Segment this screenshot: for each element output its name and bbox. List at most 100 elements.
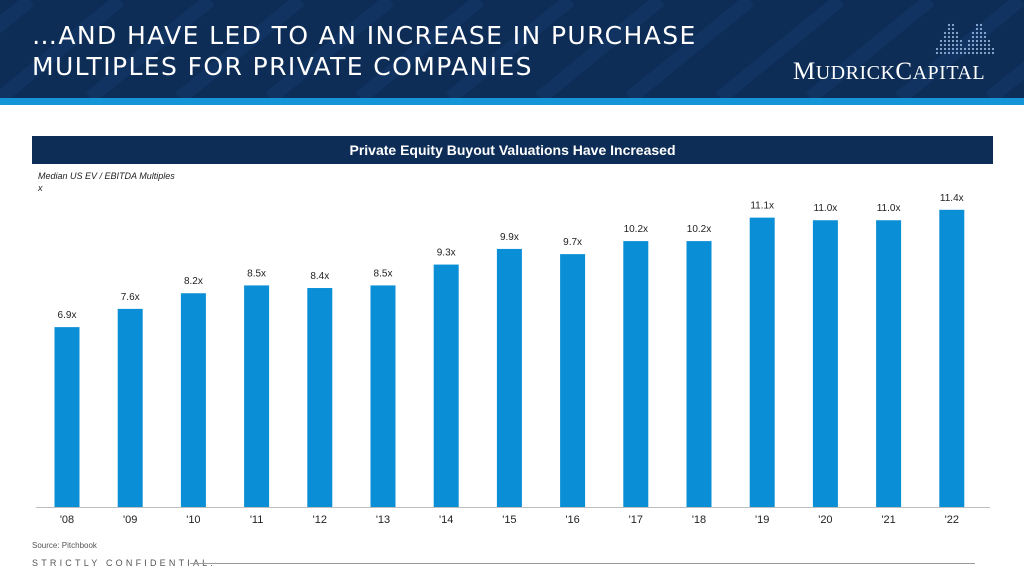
bar-value-label: 11.4x — [940, 193, 964, 204]
chart-title: Private Equity Buyout Valuations Have In… — [32, 136, 993, 164]
logo-dot — [979, 39, 983, 43]
logo-dot — [975, 51, 979, 55]
bar-value-label: 11.0x — [814, 203, 838, 214]
logo-dot — [963, 51, 967, 55]
logo-dot — [947, 23, 951, 27]
logo-dot — [975, 43, 979, 47]
logo-word-apital: APITAL — [912, 62, 986, 84]
x-tick-label: '16 — [565, 514, 579, 526]
bar-20 — [812, 220, 838, 507]
logo-dot — [947, 27, 951, 31]
header-pattern-stripe — [85, 0, 215, 98]
logo-dot — [955, 51, 959, 55]
bar-12 — [307, 288, 333, 507]
logo-dot — [951, 39, 955, 43]
logo-dot — [955, 43, 959, 47]
logo-dot — [955, 31, 959, 35]
logo-dot — [987, 47, 991, 51]
logo-dot — [939, 39, 943, 43]
logo-dot — [963, 47, 967, 51]
logo-letter-m: M — [793, 58, 816, 85]
bar-13 — [370, 285, 396, 507]
header-pattern-stripe — [535, 0, 665, 98]
bar-18 — [686, 241, 712, 507]
x-tick-label: '19 — [755, 514, 769, 526]
x-tick-label: '17 — [629, 514, 643, 526]
logo-dot — [967, 39, 971, 43]
logo-dot — [991, 47, 994, 51]
logo-dot — [979, 47, 983, 51]
logo-dot — [987, 39, 991, 43]
x-tick-label: '10 — [186, 514, 200, 526]
bar-17 — [623, 241, 649, 507]
logo-dot — [947, 47, 951, 51]
logo-dot — [975, 31, 979, 35]
logo-dot — [975, 35, 979, 39]
bar-value-label: 8.4x — [310, 271, 329, 282]
header-pattern-stripe — [175, 0, 305, 98]
bar-15 — [496, 248, 522, 507]
bar-21 — [876, 220, 902, 507]
header-pattern-stripe — [0, 0, 35, 34]
logo-dot — [967, 47, 971, 51]
logo-dot — [975, 47, 979, 51]
header-pattern-stripe — [355, 0, 485, 98]
mudrick-logo-icon — [935, 23, 994, 55]
header-pattern-stripe — [625, 0, 755, 98]
logo-dot — [955, 35, 959, 39]
header-pattern-stripe — [445, 0, 575, 98]
logo-dot — [979, 27, 983, 31]
x-tick-label: '15 — [502, 514, 516, 526]
logo-dot — [983, 31, 987, 35]
bar-16 — [560, 254, 586, 507]
chart-subtitle-text: Median US EV / EBITDA Multiples — [38, 171, 175, 181]
header-accent-stripe — [0, 98, 1024, 105]
logo-dot — [959, 51, 963, 55]
logo-dot — [935, 51, 939, 55]
logo-dot — [943, 51, 947, 55]
page-title-line1: …AND HAVE LED TO AN INCREASE IN PURCHASE — [32, 21, 697, 50]
bar-09 — [117, 308, 143, 507]
x-tick-label: '20 — [818, 514, 832, 526]
bar-value-label: 11.0x — [877, 203, 901, 214]
logo-dot — [951, 31, 955, 35]
logo-dot — [983, 39, 987, 43]
header-pattern-stripe — [715, 0, 845, 98]
header-pattern-stripe — [265, 0, 395, 98]
bar-10 — [180, 293, 206, 507]
logo-dot — [975, 27, 979, 31]
bar-value-label: 11.1x — [750, 201, 774, 212]
x-tick-label: '12 — [313, 514, 327, 526]
logo-dot — [971, 39, 975, 43]
chart-subtitle: Median US EV / EBITDA Multiples x — [38, 170, 175, 194]
x-tick-label: '14 — [439, 514, 453, 526]
x-tick-label: '22 — [945, 514, 959, 526]
bar-value-label: 10.2x — [687, 224, 711, 235]
logo-dot — [971, 43, 975, 47]
logo-dot — [983, 47, 987, 51]
logo-dot — [983, 35, 987, 39]
logo-dot — [947, 51, 951, 55]
logo-dot — [975, 39, 979, 43]
logo-dot — [939, 51, 943, 55]
logo-dot — [967, 51, 971, 55]
logo-dot — [987, 43, 991, 47]
bar-value-label: 8.5x — [374, 268, 393, 279]
x-tick-label: '09 — [123, 514, 137, 526]
logo-dot — [959, 43, 963, 47]
page-title-line2: MULTIPLES FOR PRIVATE COMPANIES — [32, 52, 533, 81]
logo-dot — [971, 35, 975, 39]
bar-22 — [939, 209, 965, 508]
logo-dot — [947, 31, 951, 35]
logo-dot — [979, 31, 983, 35]
logo-dot — [955, 39, 959, 43]
x-tick-label: '13 — [376, 514, 390, 526]
logo-dot — [939, 43, 943, 47]
logo-dot — [971, 47, 975, 51]
header-pattern-stripe — [985, 61, 1024, 98]
logo-dot — [979, 35, 983, 39]
logo-dot — [947, 35, 951, 39]
logo-dot — [983, 51, 987, 55]
logo-dot — [951, 23, 955, 27]
